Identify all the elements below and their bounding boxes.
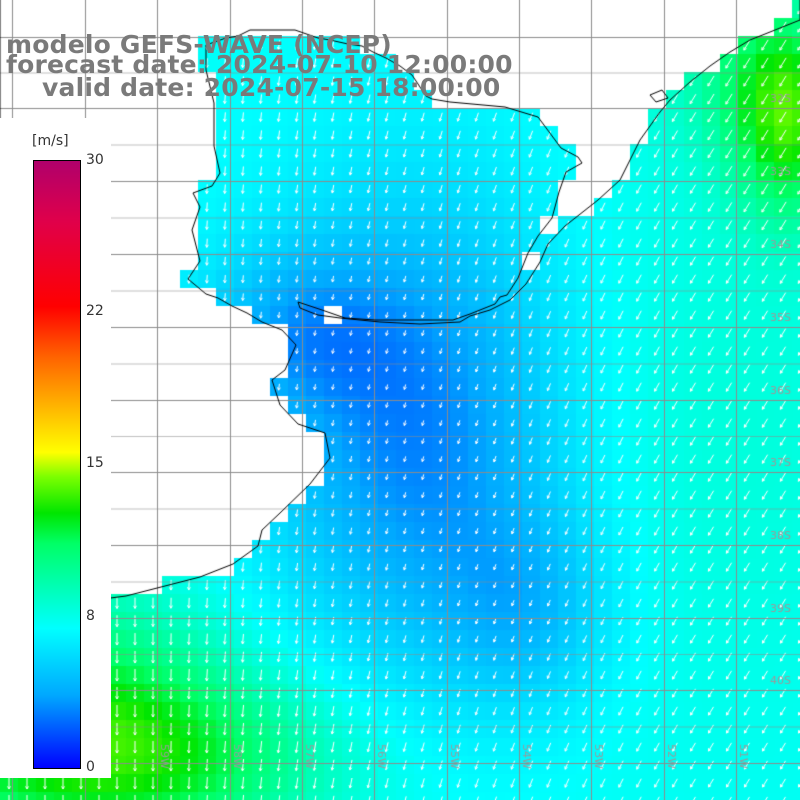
legend-unit-label: [m/s] — [32, 133, 69, 149]
legend-tick-22: 22 — [86, 303, 104, 319]
forecast-date-text: forecast date: 2024-07-10 12:00:00 — [6, 50, 513, 79]
color-scale-bar — [33, 160, 81, 769]
legend-tick-8: 8 — [86, 608, 95, 624]
valid-date-text: valid date: 2024-07-15 18:00:00 — [42, 73, 501, 102]
legend-tick-15: 15 — [86, 455, 104, 471]
legend-tick-min: 0 — [86, 759, 95, 775]
legend-tick-max: 30 — [86, 152, 104, 168]
map-title: modelo GEFS-WAVE (NCEP) — [6, 30, 392, 59]
